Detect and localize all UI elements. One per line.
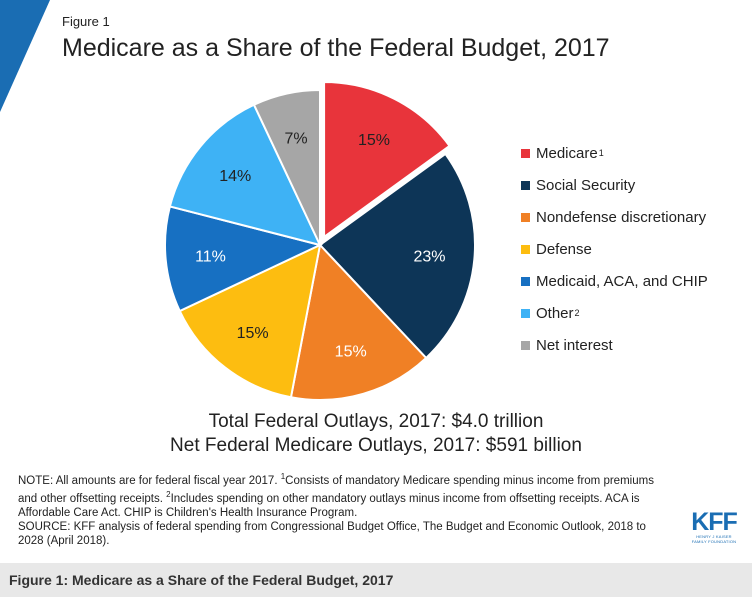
legend-label: Defense — [536, 240, 592, 258]
legend-label: Other — [536, 304, 574, 322]
legend-label: Medicaid, ACA, and CHIP — [536, 272, 708, 290]
legend-item-social-security: Social Security — [521, 169, 708, 201]
total-outlays: Total Federal Outlays, 2017: $4.0 trilli… — [208, 411, 544, 432]
legend-swatch — [521, 308, 530, 318]
pie-slice-net-interest — [252, 88, 321, 246]
logo-line-1: HENRY J KAISER — [696, 534, 732, 539]
legend-swatch — [521, 276, 530, 286]
pie-slice-medicaid-aca-and-chip — [164, 205, 323, 313]
pie-label-other: 14% — [219, 168, 251, 185]
figure-panel: Figure 1 Medicare as a Share of the Fede… — [0, 0, 752, 548]
totals: Total Federal Outlays, 2017: $4.0 trilli… — [0, 410, 752, 458]
pie-label-defense: 15% — [237, 325, 269, 342]
pie-slice-defense — [178, 243, 322, 399]
chart-legend: Medicare 1 Social Security Nondefense discr… — [521, 137, 708, 361]
corner-accent — [0, 0, 50, 112]
legend-swatch — [521, 340, 530, 350]
figure-caption: Figure 1: Medicare as a Share of the Fed… — [9, 572, 394, 588]
legend-swatch — [521, 244, 530, 254]
note-sup-1: 1 — [280, 472, 286, 481]
legend-item-nondefense-discretionary: Nondefense discretionary — [521, 201, 708, 233]
figure-label: Figure 1 — [62, 14, 110, 29]
legend-swatch — [521, 180, 530, 190]
pie-slice-social-security — [318, 152, 476, 360]
legend-item-medicaid-aca-and-chip: Medicaid, ACA, and CHIP — [521, 265, 708, 297]
legend-superscript: 1 — [598, 148, 604, 158]
legend-item-defense: Defense — [521, 233, 708, 265]
caption-bar: Figure 1: Medicare as a Share of the Fed… — [0, 563, 752, 597]
legend-item-other: Other 2 — [521, 297, 708, 329]
notes: NOTE: All amounts are for federal fiscal… — [18, 470, 658, 548]
source-text: SOURCE: KFF analysis of federal spending… — [18, 520, 646, 547]
legend-label: Nondefense discretionary — [536, 208, 707, 226]
pie-label-social-security: 23% — [413, 248, 445, 265]
logo-line-2: FAMILY FOUNDATION — [691, 539, 737, 544]
medicare-outlays: Net Federal Medicare Outlays, 2017: $591… — [170, 435, 582, 456]
pie-slice-medicare — [323, 80, 451, 239]
legend-swatch — [521, 148, 530, 158]
pie-label-net-interest: 7% — [284, 131, 307, 148]
legend-label: Medicare — [536, 144, 598, 162]
legend-swatch — [521, 212, 530, 222]
pie-label-medicaid-aca-and-chip: 11% — [195, 248, 226, 265]
pie-label-medicare: 15% — [358, 132, 390, 149]
note-text-1: NOTE: All amounts are for federal fiscal… — [18, 474, 281, 487]
pie-slice-nondefense-discretionary — [289, 242, 428, 401]
note-sup-2: 2 — [166, 489, 171, 499]
pie-chart: 15% 23% 15% 15% 11% 14% 7% — [164, 80, 476, 401]
note-text-3: Includes spending on other mandatory out… — [18, 492, 640, 519]
pie-label-nondefense-discretionary: 15% — [335, 344, 367, 361]
legend-superscript: 2 — [574, 308, 580, 318]
legend-label: Net interest — [536, 336, 613, 354]
legend-label: Social Security — [536, 176, 636, 194]
legend-item-medicare: Medicare 1 — [521, 137, 708, 169]
chart-title: Medicare as a Share of the Federal Budge… — [62, 34, 610, 62]
pie-slice-other — [168, 103, 322, 247]
kff-logo: KFF HENRY J KAISER FAMILY FOUNDATION — [688, 508, 740, 545]
logo-mark: KFF — [691, 508, 738, 536]
legend-item-net-interest: Net interest — [521, 329, 708, 361]
note-text-2: Consists of mandatory Medicare spending … — [18, 474, 654, 505]
